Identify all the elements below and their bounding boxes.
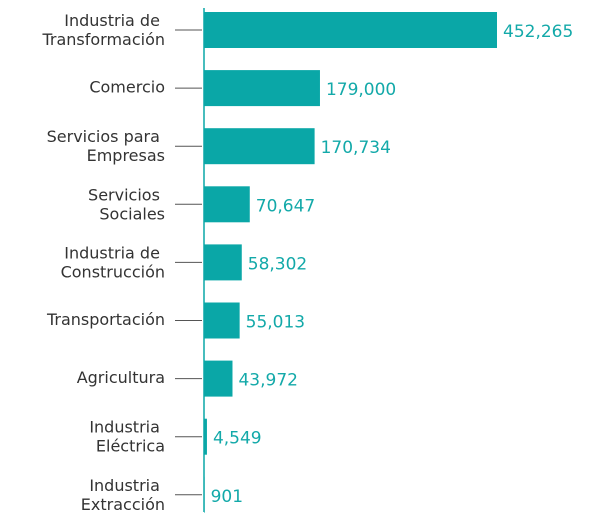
- value-label: 4,549: [213, 429, 262, 449]
- category-label-line: Servicios: [88, 185, 165, 204]
- category-label-line: Construcción: [61, 262, 165, 281]
- bar: [204, 128, 315, 165]
- category-label-line: Eléctrica: [96, 436, 165, 455]
- category-label-line: Servicios para: [47, 127, 165, 146]
- category-label: Agricultura: [77, 368, 165, 387]
- bar: [204, 244, 242, 281]
- category-label: Servicios Sociales: [88, 185, 165, 223]
- category-label: Transportación: [46, 310, 165, 329]
- category-label: Industria de Construcción: [61, 243, 165, 281]
- value-label: 170,734: [321, 138, 391, 158]
- category-label: Industria Extracción: [81, 475, 165, 513]
- bar: [204, 12, 497, 48]
- category-label-line: Empresas: [87, 146, 165, 165]
- bar: [204, 302, 240, 339]
- category-label-line: Transformación: [41, 30, 165, 49]
- category-label-line: Extracción: [81, 494, 165, 513]
- category-label: Servicios para Empresas: [47, 127, 165, 165]
- category-label-line: Sociales: [99, 204, 165, 223]
- bar: [204, 70, 320, 107]
- value-label: 452,265: [503, 22, 573, 42]
- value-label: 70,647: [256, 196, 315, 216]
- category-label: Industria de Transformación: [41, 11, 165, 49]
- value-label: 901: [211, 487, 243, 507]
- value-label: 179,000: [326, 80, 396, 100]
- bar: [204, 418, 207, 455]
- value-label: 43,972: [238, 371, 297, 391]
- category-label: Industria Eléctrica: [89, 417, 165, 455]
- category-label-line: Industria: [89, 417, 165, 436]
- category-label-line: Industria de: [64, 11, 165, 30]
- value-label: 58,302: [248, 254, 307, 274]
- bar: [204, 476, 205, 513]
- category-label-line: Industria de: [64, 243, 165, 262]
- bar: [204, 186, 250, 223]
- category-label-line: Industria: [89, 475, 165, 494]
- value-label: 55,013: [246, 313, 305, 333]
- category-label: Comercio: [89, 78, 165, 97]
- bar: [204, 360, 233, 397]
